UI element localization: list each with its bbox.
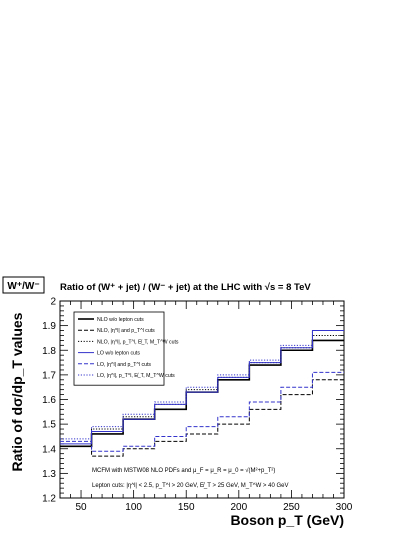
chart-title: Ratio of (W⁺ + jet) / (W⁻ + jet) at the … (60, 282, 311, 293)
x-tick-label: 300 (336, 502, 353, 513)
legend-box (73, 311, 165, 386)
y-tick-label: 1.7 (42, 370, 56, 381)
legend-label: LO, |η^l|, p_T^l, E̸_T, M_T^W cuts (97, 373, 175, 379)
legend-label: LO w/o lepton cuts (97, 351, 140, 357)
x-tick-label: 250 (283, 502, 300, 513)
y-tick-label: 2 (50, 297, 56, 308)
y-tick-label: 1.3 (42, 469, 56, 480)
box-label: W⁺/W⁻ (2, 276, 45, 294)
x-tick-label: 100 (125, 502, 142, 513)
y-tick-label: 1.2 (42, 494, 56, 505)
y-tick-label: 1.5 (42, 420, 56, 431)
x-axis-label: Boson p_T (GeV) (230, 512, 344, 528)
series-line-1 (60, 379, 344, 457)
x-tick-label: 150 (178, 502, 195, 513)
legend-label: NLO w/o lepton cuts (97, 317, 144, 323)
legend-label: NLO, |η^l|, p_T^l, E̸_T, M_T^W cuts (97, 339, 179, 345)
legend: NLO w/o lepton cuts NLO, |η^l| and p_T^l … (73, 311, 179, 386)
annotation-pdf: MCFM with MSTW08 NLO PDFs and μ_F = μ_R … (92, 467, 275, 474)
y-tick-label: 1.6 (42, 395, 56, 406)
series-line-3 (60, 330, 344, 445)
y-axis-label: Ratio of dσ/dp_T values (9, 312, 25, 471)
annotation-lepton-cuts: Lepton cuts: |η^l| < 2.5, p_T^l > 20 GeV… (92, 483, 288, 489)
series-line-4 (60, 371, 344, 452)
x-tick-label: 200 (230, 502, 247, 513)
y-tick-label: 1.8 (42, 346, 56, 357)
legend-label: LO, |η^l| and p_T^l cuts (97, 362, 151, 368)
series-line-5 (60, 330, 344, 440)
legend-label: NLO, |η^l| and p_T^l cuts (97, 328, 155, 334)
y-tick-label: 1.4 (42, 444, 56, 455)
box-label-text: W⁺/W⁻ (7, 281, 39, 292)
x-tick-label: 50 (75, 502, 87, 513)
y-tick-label: 1.9 (42, 321, 56, 332)
